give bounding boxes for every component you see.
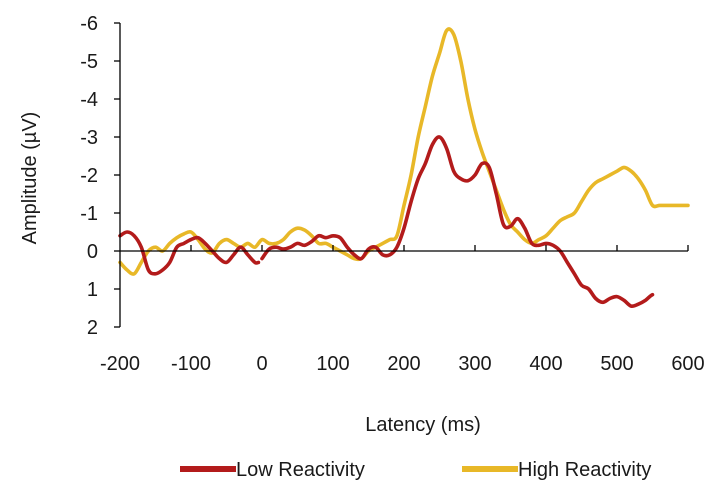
x-tick-label: 600 — [671, 353, 704, 375]
y-axis-title: Amplitude (µV) — [19, 112, 41, 245]
x-tick-label: 200 — [387, 353, 420, 375]
y-tick-label: -6 — [80, 13, 98, 35]
y-tick-label: 0 — [87, 241, 98, 263]
y-tick-label: -4 — [80, 89, 98, 111]
x-tick-label: 400 — [529, 353, 562, 375]
y-tick-label: -3 — [80, 127, 98, 149]
legend: Low Reactivity High Reactivity — [180, 459, 651, 481]
series-layer — [118, 27, 690, 309]
series-line-high-reactivity — [118, 27, 690, 276]
y-tick-label: -1 — [80, 203, 98, 225]
y-tick-label: 2 — [87, 317, 98, 339]
series-line-low-reactivity — [118, 230, 261, 276]
legend-label-high-reactivity: High Reactivity — [518, 459, 651, 481]
y-tick-label: -2 — [80, 165, 98, 187]
x-tick-label: -100 — [171, 353, 211, 375]
y-tick-label: -5 — [80, 51, 98, 73]
ticks-layer: -6 -5 -4 -3 -2 -1 0 1 2-200 -100 0 100 200 300 400 500 6… — [80, 13, 704, 375]
x-tick-label: -200 — [100, 353, 140, 375]
legend-label-low-reactivity: Low Reactivity — [236, 459, 365, 481]
y-tick-label: 1 — [87, 279, 98, 301]
x-tick-label: 300 — [458, 353, 491, 375]
x-axis-title: Latency (ms) — [365, 414, 481, 436]
x-tick-label: 0 — [256, 353, 267, 375]
series-line-low-reactivity — [260, 135, 655, 309]
x-tick-label: 100 — [316, 353, 349, 375]
x-tick-label: 500 — [600, 353, 633, 375]
axes-layer — [119, 23, 688, 327]
